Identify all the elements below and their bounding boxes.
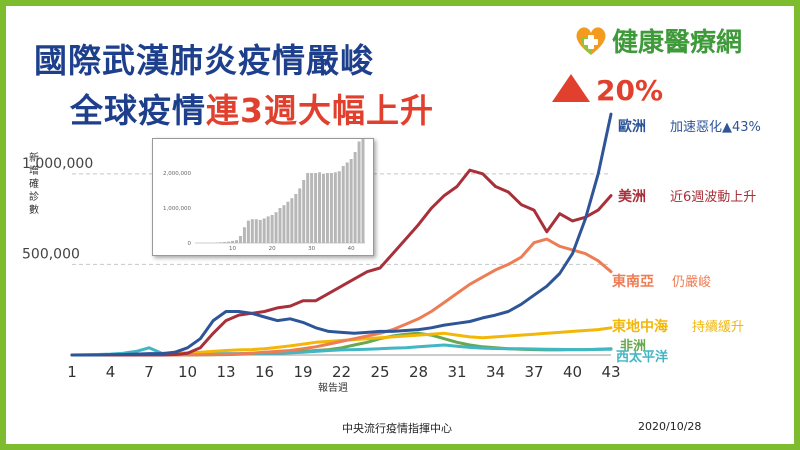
headline-highlight: 連3週大幅上升 — [206, 91, 434, 130]
inset-bar — [333, 172, 337, 243]
inset-bar — [231, 240, 235, 243]
inset-bar — [357, 141, 361, 243]
brand-name: 健康醫療網 — [612, 28, 743, 58]
inset-bar — [361, 127, 365, 243]
inset-bar-chart: 0 1,000,000 2,000,000 10 20 30 40 — [163, 127, 365, 252]
inset-bar — [325, 173, 329, 243]
headline-prefix: 全球疫情 — [70, 91, 206, 130]
series-note-southeast_asia: 仍嚴峻 — [672, 274, 711, 290]
inset-bar — [314, 173, 318, 243]
y-tick-label: 500,000 — [22, 246, 80, 262]
y-axis-label-char: 數 — [29, 203, 39, 216]
increase-badge: 20% — [552, 74, 663, 107]
inset-bar — [270, 215, 274, 243]
inset-bar — [250, 219, 254, 243]
series-label-americas: 美洲 — [618, 188, 646, 205]
inset-bar — [349, 159, 353, 243]
inset-bar — [321, 173, 325, 243]
inset-bar — [318, 172, 322, 243]
inset-bar — [337, 171, 341, 243]
inset-bar — [286, 201, 290, 243]
health-heart-cross-logo — [574, 25, 608, 57]
x-tick-label: 4 — [106, 363, 116, 381]
brand: 健康醫療網 — [574, 22, 742, 59]
inset-chart-panel: 0 1,000,000 2,000,000 10 20 30 40 — [152, 127, 374, 256]
x-tick-label: 7 — [144, 363, 154, 381]
y-axis-label-char: 診 — [29, 190, 39, 203]
inset-bar — [353, 152, 357, 243]
up-triangle-icon — [552, 74, 590, 102]
x-tick-label: 25 — [370, 363, 389, 381]
inset-y-tick-label: 2,000,000 — [163, 171, 191, 177]
source-text: 中央流行疫情指揮中心 — [342, 422, 452, 435]
x-tick-label: 28 — [409, 363, 428, 381]
inset-x-tick-label: 30 — [308, 246, 315, 252]
inset-bar — [223, 241, 227, 243]
x-tick-label: 13 — [216, 363, 235, 381]
x-tick-label: 37 — [524, 363, 543, 381]
x-axis-label: 報告週 — [318, 381, 348, 394]
inset-bar — [262, 218, 266, 243]
x-tick-label: 40 — [563, 363, 582, 381]
inset-bar — [306, 173, 310, 243]
inset-bar — [254, 219, 258, 243]
inset-x-tick-label: 40 — [348, 246, 355, 252]
date-text: 2020/10/28 — [638, 420, 702, 433]
inset-bar — [235, 240, 239, 243]
inset-bar — [282, 205, 286, 243]
y-axis-label-char: 確 — [29, 177, 39, 190]
inset-bar — [298, 188, 302, 243]
inset-x-tick-label: 10 — [229, 246, 236, 252]
series-note-eastern_mediterranean: 持續緩升 — [692, 320, 744, 335]
inset-bar — [246, 220, 250, 243]
y-axis-label-char: 新 — [29, 151, 39, 164]
headline-line-1: 國際武漢肺炎疫情嚴峻 — [34, 41, 374, 80]
x-tick-label: 22 — [332, 363, 351, 381]
inset-bar — [278, 208, 282, 243]
inset-bar — [290, 198, 294, 243]
inset-bar — [310, 173, 314, 243]
x-tick-label: 10 — [178, 363, 197, 381]
series-label-southeast_asia: 東南亞 — [612, 273, 654, 290]
inset-x-tick-label: 20 — [269, 246, 276, 252]
inset-bar — [341, 166, 345, 243]
series-label-western_pacific: 西太平洋 — [616, 349, 668, 365]
series-note-americas: 近6週波動上升 — [670, 190, 756, 205]
x-tick-label: 1 — [67, 363, 77, 381]
inset-y-tick-label: 1,000,000 — [163, 206, 191, 212]
x-tick-label: 43 — [601, 363, 620, 381]
y-axis-label: 新 增 確 診 數 — [29, 151, 39, 216]
y-axis-label-char: 增 — [29, 164, 39, 177]
increase-label: 20% — [596, 74, 664, 107]
inset-bar — [329, 173, 333, 243]
inset-bar — [294, 194, 298, 243]
inset-bar — [219, 242, 223, 243]
inset-bar — [266, 216, 270, 243]
series-line-europe — [70, 112, 613, 357]
x-tick-label: 31 — [447, 363, 466, 381]
series-label-europe: 歐洲 — [618, 118, 646, 135]
inset-bar — [227, 241, 231, 243]
inset-y-tick-label: 0 — [188, 241, 192, 247]
inset-bar — [242, 227, 246, 243]
y-tick-label: 1,000,000 — [22, 156, 93, 172]
x-tick-label: 16 — [255, 363, 274, 381]
x-tick-label: 19 — [293, 363, 312, 381]
series-label-africa: 非洲 — [620, 338, 646, 354]
series-note-europe: 加速惡化▲43% — [670, 120, 761, 135]
inset-bar — [238, 236, 242, 243]
series-line-africa — [70, 331, 613, 357]
inset-bar — [258, 219, 262, 243]
x-tick-label: 34 — [486, 363, 505, 381]
inset-bar — [302, 180, 306, 243]
headline-line-2: 全球疫情連3週大幅上升 — [70, 84, 434, 132]
series-label-eastern_mediterranean: 東地中海 — [612, 318, 668, 335]
inset-bar — [274, 212, 278, 243]
inset-bar — [345, 162, 349, 243]
